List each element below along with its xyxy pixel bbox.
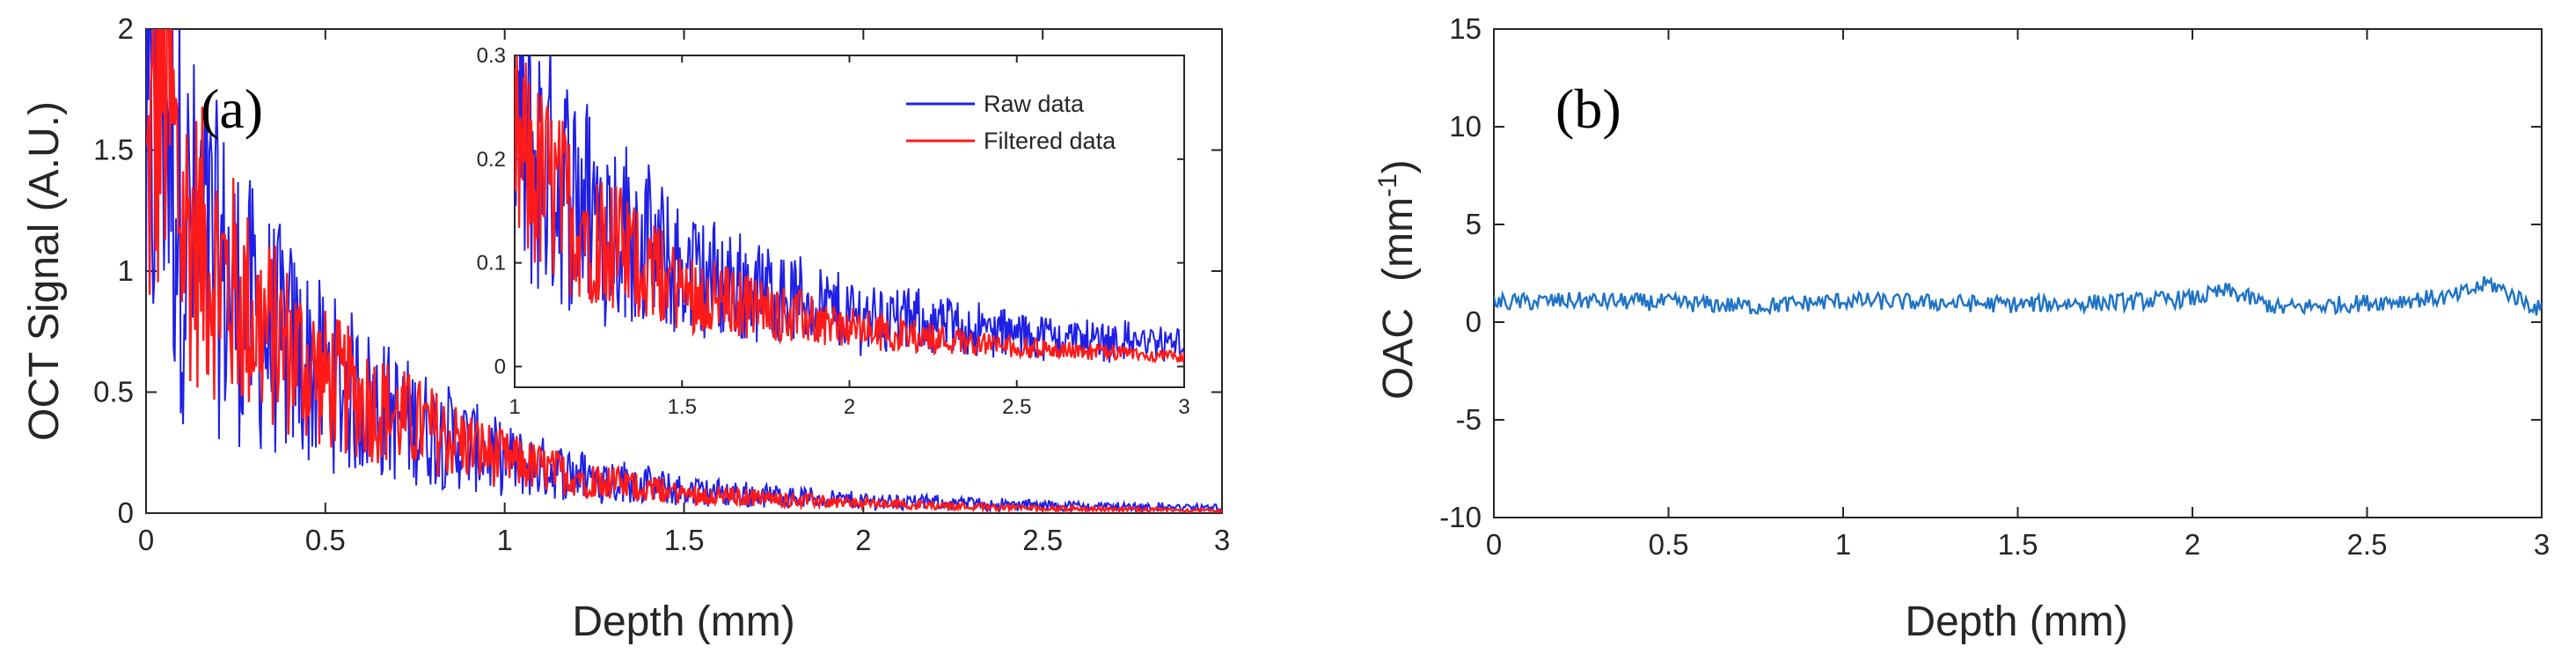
a-y-tick-label: 0	[118, 496, 134, 529]
b-y-tick-label: 15	[1449, 12, 1482, 45]
a-x-tick-label: 0.5	[305, 524, 346, 556]
b-y-unit-open: (mm	[1375, 197, 1422, 282]
a-x-ticks: 0 0.5 1 1.5 2 2.5 3	[138, 29, 1230, 556]
b-y-tick-label: 5	[1466, 208, 1482, 240]
inset-x-tick-label: 2.5	[1002, 395, 1031, 419]
inset-filtered-data-line	[515, 55, 1184, 364]
inset-x-ticks: 1 1.5 2 2.5 3	[509, 55, 1190, 419]
inset-y-tick-label: 0.3	[477, 44, 506, 68]
b-x-tick-label: 0.5	[1649, 528, 1689, 561]
a-filtered-data-line	[146, 29, 1222, 513]
a-y-tick-label: 1.5	[93, 134, 134, 166]
b-x-tick-label: 3	[2534, 528, 2550, 561]
b-x-tick-label: 2	[2184, 528, 2200, 561]
b-x-ticks: 0 0.5 1 1.5 2 2.5 3	[1486, 29, 2550, 561]
b-y-tick-label: 10	[1449, 110, 1482, 143]
b-y-unit-sup: -1	[1373, 173, 1402, 197]
a-x-tick-label: 2.5	[1022, 524, 1063, 556]
inset-y-tick-label: 0	[494, 355, 506, 378]
b-y-axis-unit: (mm-1)	[1373, 159, 1422, 282]
a-x-tick-label: 2	[855, 524, 871, 556]
a-x-tick-label: 1	[496, 524, 512, 556]
a-x-tick-label: 3	[1214, 524, 1230, 556]
b-y-axis-label: OAC	[1375, 308, 1422, 400]
inset-y-tick-label: 0.1	[477, 252, 506, 275]
panel-label-a: (a)	[201, 77, 263, 140]
b-y-tick-label: 0	[1466, 305, 1482, 338]
b-x-tick-label: 2.5	[2347, 528, 2388, 561]
a-x-tick-label: 1.5	[664, 524, 705, 556]
inset-x-tick-label: 3	[1178, 395, 1189, 419]
inset-legend: Raw data Filtered data	[906, 91, 1116, 154]
b-x-tick-label: 0	[1486, 528, 1502, 561]
b-x-tick-label: 1.5	[1998, 528, 2038, 561]
a-x-axis-label: Depth (mm)	[572, 599, 794, 645]
b-x-axis-label: Depth (mm)	[1905, 599, 2127, 645]
b-y-tick-label: -10	[1439, 501, 1482, 533]
a-x-tick-label: 0	[138, 524, 154, 556]
inset-y-ticks: 0 0.1 0.2 0.3	[477, 44, 1184, 378]
inset-a: 1 1.5 2 2.5 3 0 0.1 0.2 0.3 Raw data Filtered d…	[477, 44, 1190, 419]
a-y-tick-label: 2	[118, 12, 134, 45]
b-y-ticks: -10 -5 0 5 10 15	[1439, 12, 2542, 533]
a-y-axis-label: OCT Signal (A.U.)	[21, 101, 68, 441]
plot-area-b	[1493, 28, 2543, 518]
legend-filtered-label: Filtered data	[984, 128, 1116, 154]
inset-y-tick-label: 0.2	[477, 148, 506, 172]
b-y-unit-close: )	[1375, 159, 1422, 173]
inset-x-tick-label: 2	[844, 395, 855, 419]
inset-x-tick-label: 1	[509, 395, 520, 419]
b-y-axis-label-group: OAC (mm-1)	[1373, 159, 1422, 400]
b-oac-line	[1494, 275, 2542, 316]
a-y-ticks: 0 0.5 1 1.5 2	[93, 12, 1222, 529]
panel-b: 0 0.5 1 1.5 2 2.5 3 -10 -5 0 5 10 15 (b) Depth (mm)…	[1373, 12, 2550, 645]
inset-x-tick-label: 1.5	[668, 395, 697, 419]
a-y-tick-label: 0.5	[93, 376, 134, 408]
panel-a: 0 0.5 1 1.5 2 2.5 3 0 0.5 1 1.5 2 (a) Depth (mm) O…	[21, 12, 1230, 645]
a-y-tick-label: 1	[118, 254, 134, 287]
b-y-tick-label: -5	[1456, 403, 1482, 436]
legend-raw-label: Raw data	[984, 91, 1085, 117]
b-x-tick-label: 1	[1835, 528, 1851, 561]
panel-label-b: (b)	[1555, 77, 1621, 140]
